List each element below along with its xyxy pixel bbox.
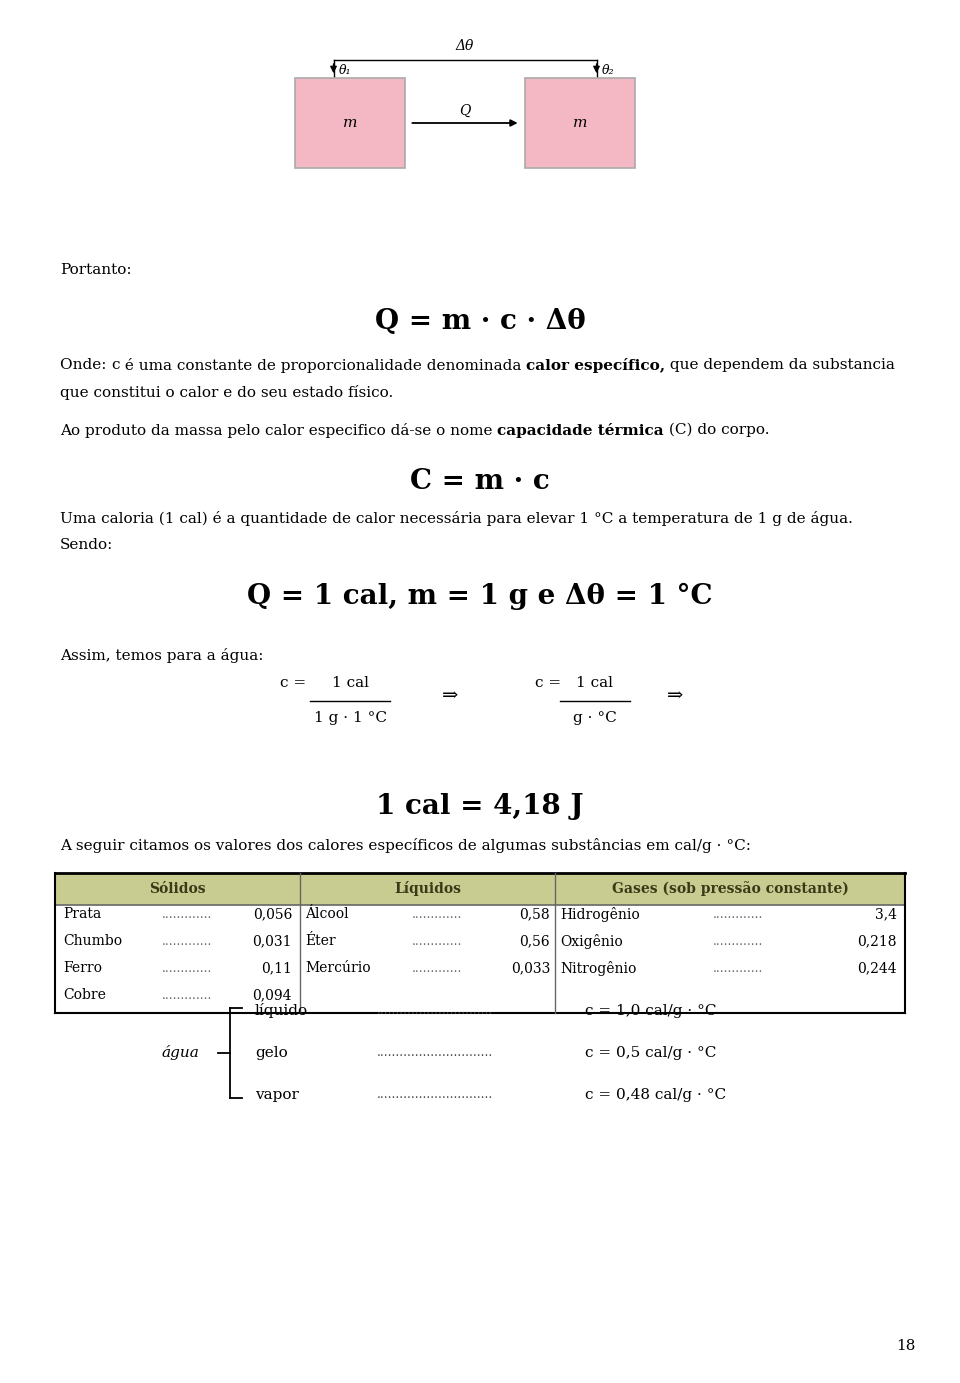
Text: Álcool: Álcool [305,907,348,921]
Text: C = m · c: C = m · c [410,467,550,495]
Text: Portanto:: Portanto: [60,263,132,277]
Text: Ao produto da massa pelo calor especifico dá-se o nome: Ao produto da massa pelo calor especific… [60,423,497,438]
Text: Q: Q [459,104,470,118]
Text: .............: ............. [713,909,764,921]
Text: água: água [161,1046,199,1061]
Text: Q = m · c · Δθ: Q = m · c · Δθ [374,308,586,335]
Text: Prata: Prata [63,907,101,921]
Text: 0,094: 0,094 [252,989,292,1003]
Text: Líquidos: Líquidos [394,881,461,896]
Text: .............: ............. [162,909,213,921]
Text: Chumbo: Chumbo [63,935,122,949]
Text: 0,033: 0,033 [511,961,550,975]
Text: c: c [111,358,120,372]
Text: líquido: líquido [255,1004,308,1018]
Text: .............: ............. [713,963,764,975]
Bar [55,873,905,904]
Text: c =: c = [280,676,311,690]
Text: capacidade térmica: capacidade térmica [497,423,664,438]
Text: .............: ............. [162,935,213,947]
Text: ..............................: .............................. [377,1004,493,1018]
Text: Ferro: Ferro [63,961,102,975]
Text: (C) do corpo.: (C) do corpo. [664,423,770,437]
Text: ..............................: .............................. [377,1088,493,1101]
Text: Δθ: Δθ [456,39,474,53]
Text: Uma caloria (1 cal) é a quantidade de calor necessária para elevar 1 °C a temper: Uma caloria (1 cal) é a quantidade de ca… [60,510,852,526]
Text: 18: 18 [896,1339,915,1353]
Text: 1 cal = 4,18 J: 1 cal = 4,18 J [376,792,584,820]
Text: 0,11: 0,11 [261,961,292,975]
Text: c = 1,0 cal/g · °C: c = 1,0 cal/g · °C [585,1004,716,1018]
Text: θ₂: θ₂ [602,64,614,77]
Text: .............: ............. [162,963,213,975]
Text: Sólidos: Sólidos [149,882,205,896]
Text: ⇒: ⇒ [442,686,458,704]
Text: 0,58: 0,58 [519,907,550,921]
Text: calor específico,: calor específico, [526,358,665,373]
Text: 1 cal: 1 cal [331,676,369,690]
Bar [525,77,635,167]
Text: 1 cal: 1 cal [577,676,613,690]
Text: gelo: gelo [255,1046,288,1059]
Text: 0,218: 0,218 [857,935,897,949]
Text: ⇒: ⇒ [667,686,684,704]
Text: c = 0,5 cal/g · °C: c = 0,5 cal/g · °C [585,1046,716,1059]
Text: .............: ............. [713,935,764,947]
Text: Éter: Éter [305,935,336,949]
Text: é uma constante de proporcionalidade denominada: é uma constante de proporcionalidade den… [120,358,526,373]
Text: Gases (sob pressão constante): Gases (sob pressão constante) [612,881,849,896]
Text: c =: c = [535,676,566,690]
Text: m: m [343,116,357,130]
Text: .............: ............. [412,963,463,975]
Bar [295,77,405,167]
Text: Q = 1 cal, m = 1 g e Δθ = 1 °C: Q = 1 cal, m = 1 g e Δθ = 1 °C [248,584,712,610]
Text: 3,4: 3,4 [875,907,897,921]
Text: que constitui o calor e do seu estado físico.: que constitui o calor e do seu estado fí… [60,384,394,400]
Text: Hidrogênio: Hidrogênio [560,907,639,922]
Text: .............: ............. [162,989,213,1001]
Text: c = 0,48 cal/g · °C: c = 0,48 cal/g · °C [585,1088,726,1102]
Text: 0,056: 0,056 [252,907,292,921]
Text: Oxigênio: Oxigênio [560,934,623,949]
Text: Sendo:: Sendo: [60,538,113,552]
Text: Onde:: Onde: [60,358,111,372]
Text: 0,031: 0,031 [252,935,292,949]
Text: Assim, temos para a água:: Assim, temos para a água: [60,649,263,662]
Text: Nitrogênio: Nitrogênio [560,961,636,976]
Text: θ₁: θ₁ [339,64,351,77]
Text: vapor: vapor [255,1088,299,1102]
Text: g · °C: g · °C [573,711,617,725]
Text: 1 g · 1 °C: 1 g · 1 °C [314,711,387,725]
Text: que dependem da substancia: que dependem da substancia [665,358,895,372]
Text: ..............................: .............................. [377,1047,493,1059]
Text: Cobre: Cobre [63,989,106,1003]
Text: Mercúrio: Mercúrio [305,961,371,975]
Text: m: m [573,116,588,130]
Text: 0,244: 0,244 [857,961,897,975]
Text: 0,56: 0,56 [519,935,550,949]
Text: .............: ............. [412,935,463,947]
Text: A seguir citamos os valores dos calores específicos de algumas substâncias em ca: A seguir citamos os valores dos calores … [60,838,751,853]
Text: .............: ............. [412,909,463,921]
